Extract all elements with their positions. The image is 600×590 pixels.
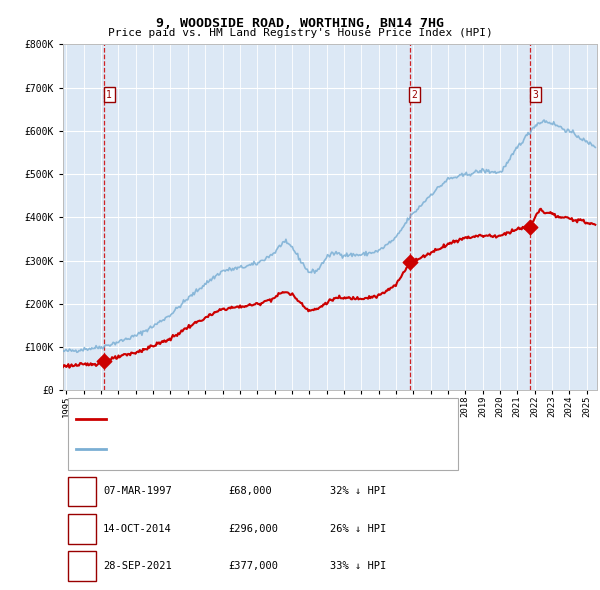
- Text: 2: 2: [412, 90, 418, 100]
- Text: 1: 1: [79, 486, 85, 496]
- Text: 14-OCT-2014: 14-OCT-2014: [103, 524, 172, 534]
- Text: 9, WOODSIDE ROAD, WORTHING, BN14 7HG: 9, WOODSIDE ROAD, WORTHING, BN14 7HG: [156, 17, 444, 30]
- Text: £68,000: £68,000: [229, 486, 272, 496]
- Point: [405, 257, 415, 267]
- Text: £377,000: £377,000: [229, 561, 278, 571]
- Text: 33% ↓ HPI: 33% ↓ HPI: [330, 561, 386, 571]
- Text: 1: 1: [106, 90, 112, 100]
- Point: [526, 222, 535, 232]
- Text: HPI: Average price, detached house, Worthing: HPI: Average price, detached house, Wort…: [111, 444, 370, 454]
- Text: Price paid vs. HM Land Registry's House Price Index (HPI): Price paid vs. HM Land Registry's House …: [107, 28, 493, 38]
- Text: £296,000: £296,000: [229, 524, 278, 534]
- Text: 26% ↓ HPI: 26% ↓ HPI: [330, 524, 386, 534]
- Text: 32% ↓ HPI: 32% ↓ HPI: [330, 486, 386, 496]
- Text: 3: 3: [79, 561, 85, 571]
- FancyBboxPatch shape: [68, 398, 458, 470]
- Text: 2: 2: [79, 524, 85, 534]
- Text: 07-MAR-1997: 07-MAR-1997: [103, 486, 172, 496]
- Point: [100, 356, 109, 366]
- Text: 3: 3: [532, 90, 538, 100]
- FancyBboxPatch shape: [68, 552, 96, 581]
- FancyBboxPatch shape: [68, 477, 96, 506]
- Text: 28-SEP-2021: 28-SEP-2021: [103, 561, 172, 571]
- FancyBboxPatch shape: [68, 514, 96, 543]
- Text: 9, WOODSIDE ROAD, WORTHING, BN14 7HG (detached house): 9, WOODSIDE ROAD, WORTHING, BN14 7HG (de…: [111, 414, 422, 424]
